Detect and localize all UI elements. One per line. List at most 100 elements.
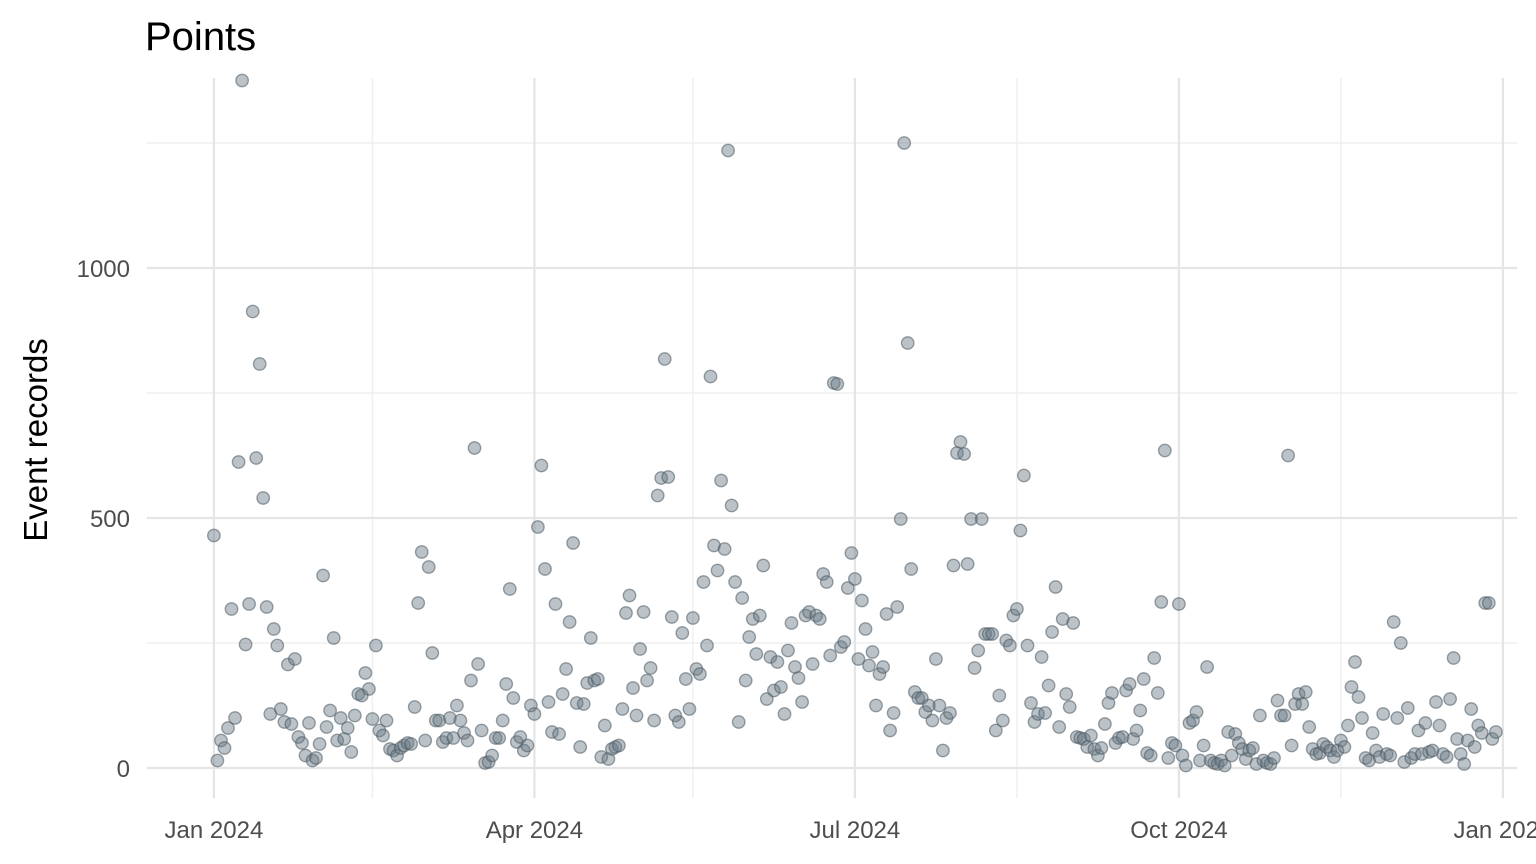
data-point xyxy=(1066,616,1081,630)
data-point xyxy=(1355,711,1369,725)
data-point xyxy=(922,698,936,713)
data-point xyxy=(1390,711,1405,725)
data-point xyxy=(495,713,510,728)
data-point xyxy=(992,688,1007,703)
data-point xyxy=(425,646,440,660)
data-point xyxy=(612,738,626,753)
data-point xyxy=(1393,636,1408,650)
data-point xyxy=(633,642,647,656)
data-point xyxy=(266,622,281,636)
y-tick-label: 500 xyxy=(90,506,130,533)
data-point xyxy=(1172,597,1186,611)
data-point xyxy=(365,712,380,726)
data-point xyxy=(344,745,359,759)
data-point xyxy=(534,458,549,473)
data-point xyxy=(573,740,588,754)
data-point xyxy=(876,660,890,674)
data-point xyxy=(1439,750,1454,764)
data-point xyxy=(309,751,323,765)
data-point xyxy=(428,713,443,728)
data-point xyxy=(548,597,563,611)
data-point xyxy=(442,711,457,725)
data-point xyxy=(893,512,908,526)
data-point xyxy=(752,608,767,623)
data-point xyxy=(1168,738,1183,753)
data-point xyxy=(981,627,996,641)
data-point xyxy=(696,575,711,589)
data-point xyxy=(1376,707,1391,721)
data-point xyxy=(795,695,809,709)
data-point xyxy=(1045,625,1060,639)
data-point xyxy=(731,715,746,729)
data-point xyxy=(1246,741,1260,755)
data-point xyxy=(823,648,838,663)
data-points xyxy=(206,73,1503,773)
data-point xyxy=(971,643,986,658)
data-point xyxy=(541,695,556,709)
data-point xyxy=(678,672,693,686)
y-axis-ticks: 0 500 1000 xyxy=(77,256,130,783)
data-point xyxy=(1136,672,1151,686)
data-point xyxy=(936,743,950,758)
data-point xyxy=(249,451,264,465)
data-point xyxy=(629,708,644,723)
data-point xyxy=(664,610,679,624)
data-point xyxy=(358,666,373,680)
data-point xyxy=(615,702,630,716)
data-point xyxy=(1270,693,1285,708)
data-point xyxy=(671,715,686,729)
data-point xyxy=(1302,720,1317,734)
data-point xyxy=(657,352,672,366)
data-point xyxy=(210,753,225,768)
data-point xyxy=(474,723,489,738)
data-point xyxy=(703,369,718,384)
data-point xyxy=(1200,660,1215,674)
data-point xyxy=(721,143,735,158)
data-point xyxy=(555,687,570,701)
data-point xyxy=(1010,602,1024,616)
data-point xyxy=(749,647,764,661)
data-point xyxy=(1383,748,1398,763)
data-point xyxy=(379,713,394,728)
data-point xyxy=(777,707,792,721)
data-point xyxy=(1446,651,1461,665)
data-point xyxy=(1024,696,1038,710)
y-tick-label: 1000 xyxy=(77,256,130,283)
data-point xyxy=(805,657,820,671)
data-point xyxy=(1298,685,1313,699)
data-point xyxy=(1062,700,1077,714)
data-point xyxy=(1418,716,1433,730)
data-point xyxy=(745,612,760,626)
data-point xyxy=(946,558,961,573)
data-point xyxy=(985,627,1000,641)
data-point xyxy=(1323,743,1338,758)
data-point xyxy=(1489,725,1503,739)
data-point xyxy=(601,752,616,766)
data-point xyxy=(1467,740,1482,754)
data-point xyxy=(1429,695,1443,709)
data-point xyxy=(900,336,915,350)
data-point xyxy=(499,677,514,691)
data-point xyxy=(347,708,362,723)
data-point xyxy=(1386,615,1401,629)
data-point xyxy=(1003,638,1017,653)
data-point xyxy=(1478,596,1493,610)
data-point xyxy=(883,723,897,738)
data-point xyxy=(1006,608,1021,623)
data-point xyxy=(464,673,478,688)
data-point xyxy=(1193,753,1207,768)
data-point xyxy=(693,667,707,681)
data-point xyxy=(457,726,471,740)
data-point xyxy=(1295,697,1310,711)
data-point xyxy=(414,545,429,559)
data-point xyxy=(287,652,302,666)
data-point xyxy=(245,304,260,319)
data-point xyxy=(228,711,242,725)
data-point xyxy=(333,711,348,725)
x-tick-label: Apr 2024 xyxy=(486,817,583,844)
data-point xyxy=(1348,655,1362,669)
data-point xyxy=(675,626,690,640)
data-point xyxy=(848,572,862,586)
data-point xyxy=(1175,748,1190,763)
data-point xyxy=(879,607,894,621)
